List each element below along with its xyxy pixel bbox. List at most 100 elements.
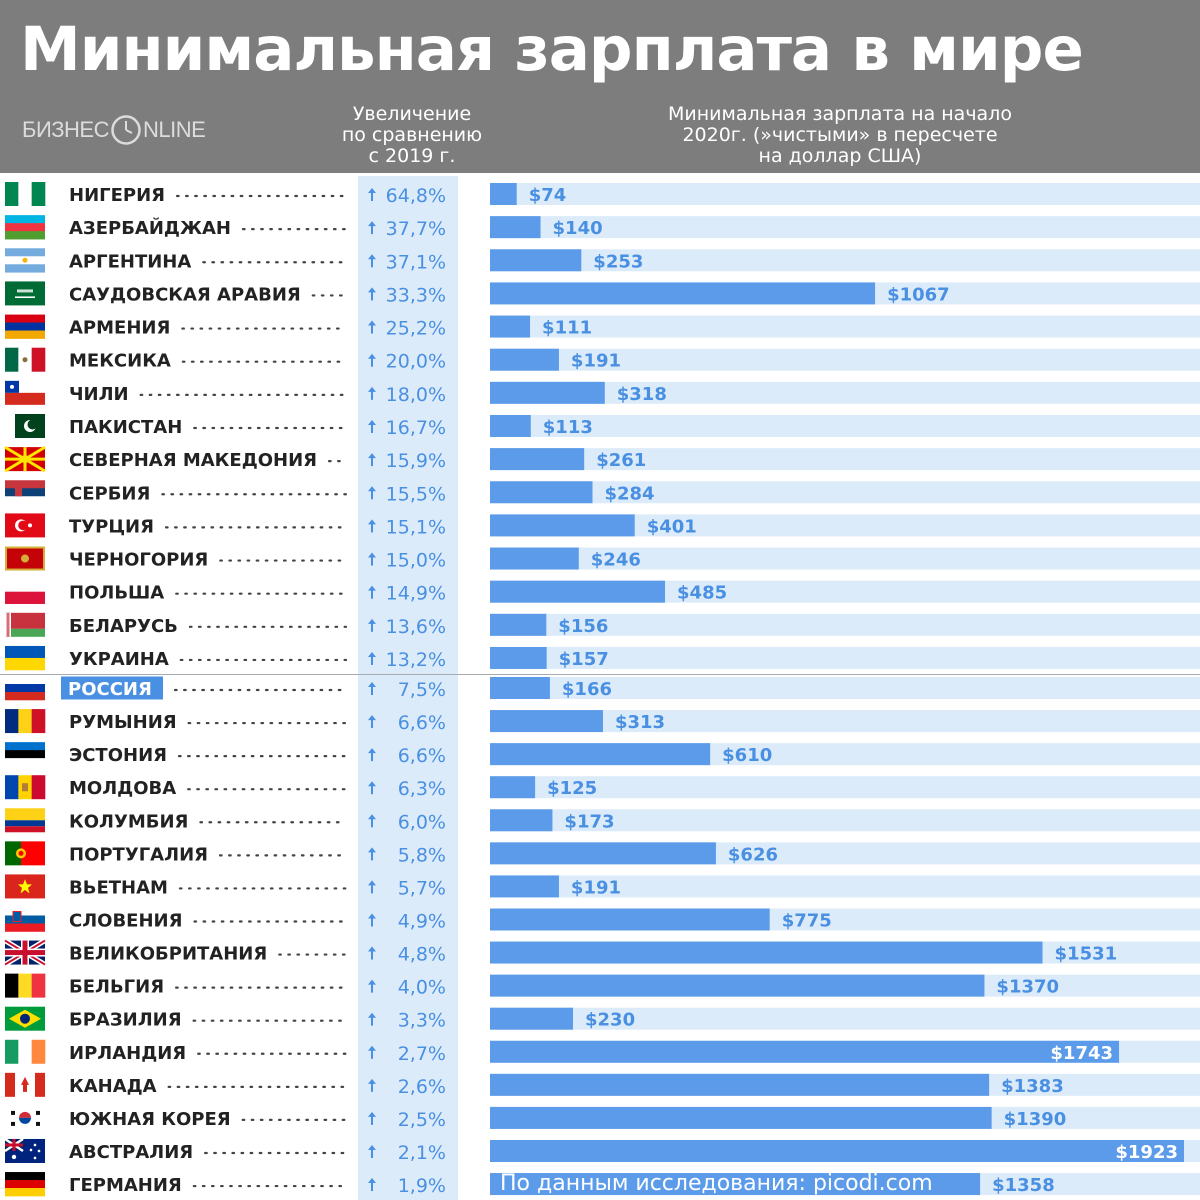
value-label: $74 [529, 185, 567, 206]
germany-flag-icon [5, 1172, 45, 1197]
wage-bar [490, 710, 603, 733]
portugal-flag-icon [5, 841, 45, 866]
country-label: КОЛУМБИЯ [69, 811, 188, 832]
growth-column-heading: Увеличение по сравнению с 2019 г. [322, 104, 502, 167]
value-label: $1390 [1004, 1109, 1067, 1130]
bar-track [490, 216, 1200, 239]
nigeria-flag-icon [5, 182, 46, 206]
bar-track [490, 448, 1200, 471]
up-arrow-icon [368, 682, 376, 695]
growth-heading-line: по сравнению [341, 124, 483, 146]
bar-track [490, 809, 1200, 832]
growth-label: 14,9% [386, 583, 446, 605]
chart-row: АЗЕРБАЙДЖАН 37,7% $140 [69, 216, 1200, 240]
chart-row: МОЛДОВА 6,3% $125 [69, 776, 1200, 800]
bar-track [490, 646, 1200, 669]
up-arrow-icon [368, 1178, 376, 1192]
logo-text-right: NLINE [143, 117, 206, 142]
value-label: $1743 [1050, 1043, 1113, 1064]
country-label: БРАЗИЛИЯ [69, 1010, 182, 1031]
wage-bar [490, 613, 547, 636]
value-label: $230 [585, 1010, 635, 1031]
up-arrow-icon [368, 221, 376, 235]
bar-track [490, 677, 1200, 699]
up-arrow-icon [368, 979, 376, 993]
poland-flag-icon [5, 579, 45, 604]
up-arrow-icon [368, 188, 376, 201]
growth-label: 2,7% [398, 1043, 446, 1065]
bar-track [490, 414, 1200, 437]
chart-row: МЕКСИКА 20,0% $191 [69, 348, 1200, 373]
country-label: СЕРБИЯ [69, 483, 150, 504]
wage-bar [490, 1106, 992, 1129]
montenegro-flag-icon [5, 546, 45, 571]
growth-column-background [358, 176, 458, 1200]
chart-row: ГЕРМАНИЯ 1,9% $1358 [69, 1173, 1200, 1197]
chart-row: АРГЕНТИНА 37,1% $253 [69, 249, 1200, 273]
value-label: $173 [564, 811, 614, 832]
clock-icon [111, 115, 141, 145]
country-label: ЧИЛИ [69, 384, 129, 405]
growth-label: 15,0% [386, 550, 446, 572]
growth-label: 15,5% [386, 483, 446, 505]
bar-track [490, 1007, 1200, 1030]
chart-row: СЕВЕРНАЯ МАКЕДОНИЯ 15,9% $261 [69, 448, 1200, 472]
up-arrow-icon [368, 946, 376, 960]
wage-bar [490, 646, 547, 669]
argentina-flag-icon [5, 248, 45, 273]
value-label: $284 [604, 483, 654, 504]
value-label: $485 [677, 583, 727, 604]
growth-label: 6,3% [398, 778, 446, 800]
value-label: $610 [722, 745, 772, 766]
value-label: $1358 [992, 1175, 1055, 1196]
wage-bar [490, 908, 770, 931]
wage-bar [490, 1139, 1184, 1162]
wage-bar [490, 677, 550, 699]
wage-bar [490, 381, 605, 404]
belarus-flag-icon [5, 612, 45, 637]
bar-track [490, 348, 1200, 371]
country-label: ПОРТУГАЛИЯ [69, 844, 208, 865]
country-label: АЗЕРБАЙДЖАН [69, 217, 231, 239]
page-title: Минимальная зарплата в мире [20, 14, 1084, 85]
growth-heading-line: с 2019 г. [368, 145, 456, 167]
wage-bar [490, 514, 635, 537]
growth-label: 3,3% [398, 1010, 446, 1032]
ireland-flag-icon [5, 1039, 46, 1064]
growth-label: 2,1% [398, 1142, 446, 1164]
ukraine-flag-icon [5, 645, 45, 671]
canada-flag-icon [5, 1072, 45, 1097]
country-label: ЮЖНАЯ КОРЕЯ [69, 1109, 231, 1130]
country-label: ПОЛЬША [69, 583, 164, 604]
chart-row: ЮЖНАЯ КОРЕЯ 2,5% $1390 [69, 1106, 1200, 1131]
growth-label: 13,2% [386, 649, 446, 671]
value-label: $313 [615, 712, 665, 733]
wage-bar [490, 414, 531, 437]
growth-label: 6,0% [398, 811, 446, 833]
colombia-flag-icon [5, 808, 45, 833]
country-label: КАНАДА [69, 1076, 157, 1097]
country-label: СЕВЕРНАЯ МАКЕДОНИЯ [69, 450, 317, 471]
moldova-flag-icon [5, 775, 46, 800]
wage-bar [490, 216, 541, 239]
united-kingdom-flag-icon [3, 938, 47, 967]
chart-row: КОЛУМБИЯ 6,0% $173 [69, 809, 1200, 833]
up-arrow-icon [368, 1045, 376, 1059]
value-label: $775 [782, 910, 832, 931]
value-label: $191 [571, 351, 621, 372]
up-arrow-icon [368, 486, 376, 500]
value-label: $166 [562, 679, 612, 700]
wage-bar [490, 842, 716, 865]
saudi-arabia-flag-icon [5, 281, 45, 306]
up-arrow-icon [368, 1111, 376, 1125]
chart-row: ВЬЕТНАМ 5,7% $191 [69, 875, 1200, 899]
value-label: $140 [553, 218, 603, 239]
country-label: РОССИЯ [68, 679, 152, 700]
australia-flag-icon [4, 1137, 45, 1163]
value-label: $113 [543, 417, 593, 438]
bar-track [490, 249, 1200, 272]
growth-label: 2,6% [398, 1076, 446, 1098]
estonia-flag-icon [5, 742, 45, 767]
south-korea-flag-icon [5, 1105, 45, 1130]
